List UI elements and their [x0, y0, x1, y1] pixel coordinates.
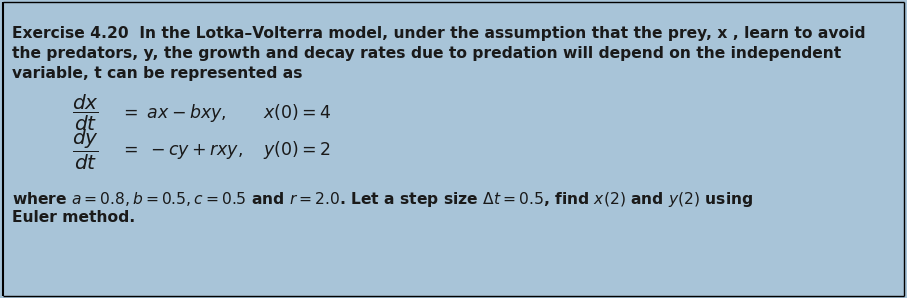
Text: $= \ ax-bxy, \qquad x(0)=4$: $= \ ax-bxy, \qquad x(0)=4$ [120, 102, 332, 124]
Text: Euler method.: Euler method. [12, 210, 135, 225]
Text: $\dfrac{dy}{dt}$: $\dfrac{dy}{dt}$ [72, 128, 99, 172]
Text: where $a=0.8, b=0.5, c=0.5$ and $r=2.0$. Let a step size $\Delta t=0.5$, find $x: where $a=0.8, b=0.5, c=0.5$ and $r=2.0$.… [12, 190, 754, 209]
Text: $\dfrac{dx}{dt}$: $\dfrac{dx}{dt}$ [72, 93, 99, 133]
Text: variable, t can be represented as: variable, t can be represented as [12, 66, 303, 81]
Text: the predators, y, the growth and decay rates due to predation will depend on the: the predators, y, the growth and decay r… [12, 46, 842, 61]
Text: Exercise 4.20  In the Lotka–Volterra model, under the assumption that the prey, : Exercise 4.20 In the Lotka–Volterra mode… [12, 26, 865, 41]
Text: $= \ -cy+rxy, \quad y(0)=2$: $= \ -cy+rxy, \quad y(0)=2$ [120, 139, 330, 161]
